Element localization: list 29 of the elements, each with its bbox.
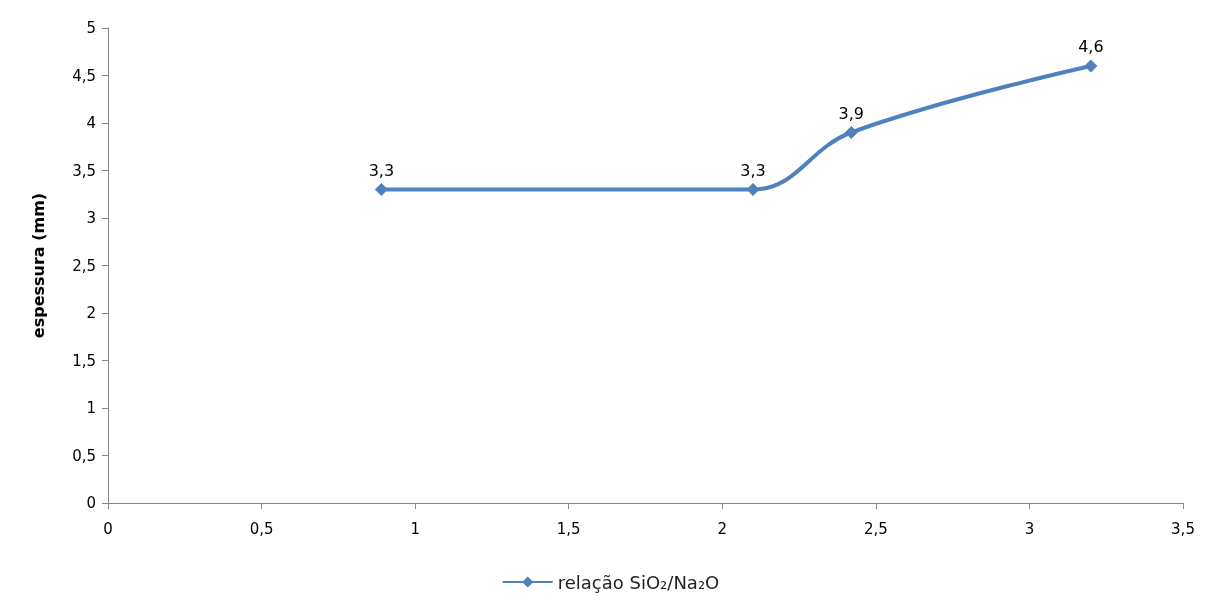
y-tick-label: 4 — [86, 114, 96, 132]
y-tick-label: 4,5 — [72, 66, 96, 85]
x-tick-label: 3 — [1024, 519, 1035, 538]
y-tick-label: 1 — [86, 399, 96, 417]
y-tick-label: 2 — [86, 304, 96, 322]
point — [374, 183, 388, 196]
data-label: 3,3 — [740, 160, 766, 180]
data-label: 3,9 — [838, 103, 865, 123]
y-tick-label: 0,5 — [72, 446, 96, 465]
point — [844, 126, 858, 139]
x-tick-label: 0,5 — [249, 519, 274, 538]
y-axis-title: espessura (mm) — [28, 192, 48, 339]
y-tick-label: 2,5 — [72, 256, 96, 275]
data-label: 3,3 — [368, 160, 395, 180]
y-tick-label: 1,5 — [72, 351, 96, 370]
x-tick-label: 1 — [410, 519, 420, 538]
x-tick-label: 1,5 — [556, 519, 581, 538]
data-label: 4,6 — [1078, 37, 1104, 56]
y-tick-label: 5 — [86, 19, 96, 37]
y-tick-label: 0 — [86, 494, 96, 512]
legend-label: relação SiO₂/Na₂O — [557, 571, 720, 593]
point — [746, 183, 760, 196]
x-tick-label: 0 — [103, 519, 113, 538]
x-tick-label: 3,5 — [1171, 519, 1195, 538]
x-tick-label: 2,5 — [863, 519, 888, 538]
x-tick-label: 2 — [717, 519, 728, 538]
point — [1084, 59, 1098, 73]
y-tick-label: 3,5 — [72, 161, 96, 180]
y-tick-label: 3 — [86, 209, 96, 227]
